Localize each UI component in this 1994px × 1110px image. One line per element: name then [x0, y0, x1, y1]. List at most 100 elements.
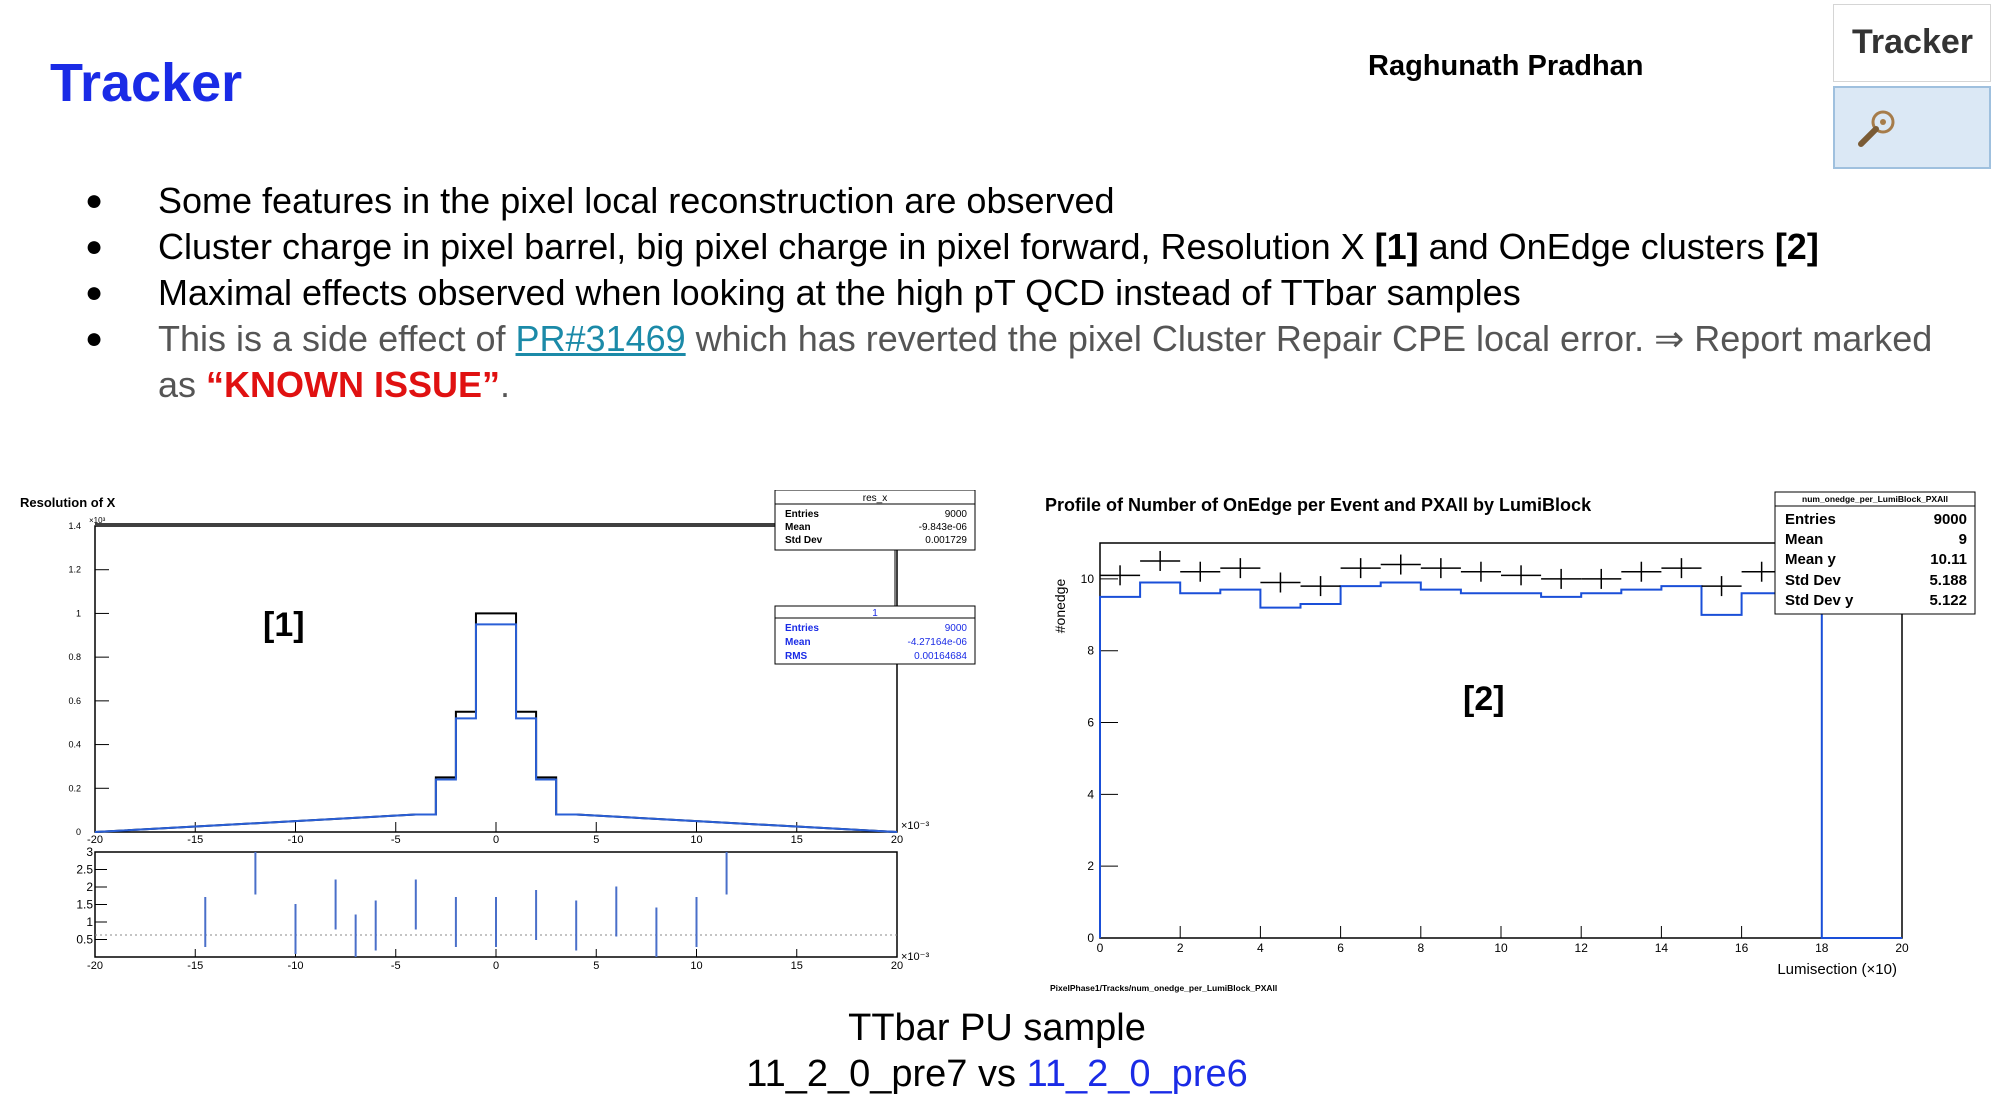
stats-header: 1: [872, 608, 878, 619]
ratio-y-tick-label: 1: [86, 915, 93, 929]
y-tick-label: 0.4: [68, 740, 81, 750]
y-tick-label: 2: [1087, 859, 1094, 873]
ref-2: [2]: [1774, 226, 1819, 267]
bullet-text: which has reverted the pixel Cluster Rep…: [158, 318, 1933, 405]
y-tick-label: 0.2: [68, 783, 81, 793]
stats-header: res_x: [863, 493, 887, 504]
chart1-frame: [94, 525, 898, 833]
chart2-x-label: Lumisection (×10): [1777, 961, 1897, 978]
x-tick-label: 6: [1337, 941, 1344, 955]
bullet-item: ● Maximal effects observed when looking a…: [85, 272, 1521, 313]
stats-value: -9.843e-06: [919, 522, 968, 533]
stats-value: 10.11: [1930, 551, 1967, 568]
chart1-ref-label: [1]: [263, 606, 305, 644]
stats-value: 9000: [945, 509, 968, 520]
ratio-x-tick-label: -10: [288, 960, 304, 972]
known-issue-label: “KNOWN ISSUE”: [206, 364, 501, 405]
stats-key: Mean: [785, 522, 811, 533]
pr-link[interactable]: PR#31469: [515, 318, 686, 359]
bullet-item: ● This is a side effect of PR#31469 which…: [85, 318, 1933, 405]
ratio-y-tick-label: 2: [86, 880, 93, 894]
y-tick-label: 1.4: [68, 521, 81, 531]
x-tick-label: 20: [891, 834, 903, 846]
caption-new-release: 11_2_0_pre6: [1026, 1053, 1248, 1095]
x-tick-label: 12: [1575, 941, 1589, 955]
x-tick-label: 8: [1417, 941, 1424, 955]
magnifier-gear-icon: [1858, 110, 1895, 147]
tracker-badge: Tracker: [1833, 4, 1991, 169]
ratio-x-tick-label: -5: [391, 960, 401, 972]
onedge-profile-chart: Profile of Number of OnEdge per Event an…: [1045, 491, 1976, 993]
bullet-text: and OnEdge clusters: [1418, 226, 1775, 267]
stats-key: Std Dev y: [1785, 592, 1854, 609]
bullet-text: Maximal effects observed when looking at…: [158, 272, 1521, 313]
stats-key: Mean: [1785, 531, 1823, 548]
x-tick-label: 14: [1655, 941, 1669, 955]
y-tick-label: 8: [1087, 644, 1094, 658]
x-tick-label: 2: [1177, 941, 1184, 955]
ratio-x-tick-label: 10: [690, 960, 702, 972]
x-tick-label: 0: [1097, 941, 1104, 955]
ratio-y-tick-label: 3: [86, 845, 93, 859]
x-tick-label: 4: [1257, 941, 1264, 955]
stats-value: 9: [1959, 531, 1967, 548]
bullet-text: .: [500, 364, 511, 405]
chart1-x-exponent: ×10⁻³: [901, 820, 929, 832]
y-tick-label: 4: [1087, 787, 1094, 801]
stats-value: 0.00164684: [914, 651, 967, 662]
ratio-x-tick-label: 20: [891, 960, 903, 972]
x-tick-label: 18: [1815, 941, 1829, 955]
x-tick-label: -10: [288, 834, 304, 846]
bullet-item: ● Cluster charge in pixel barrel, big pix…: [85, 226, 1819, 267]
stats-key: RMS: [785, 651, 808, 662]
stats-key: Std Dev: [1785, 572, 1842, 589]
resolution-x-chart: Resolution of X ×10³ 0 0.2 0.4 0.6 0.8 1 1.2 1.…: [20, 490, 976, 972]
stats-value: 5.188: [1929, 572, 1967, 589]
y-tick-label: 0: [1087, 931, 1094, 945]
caption: TTbar PU sample 11_2_0_pre7 vs 11_2_0_pr…: [0, 1005, 1994, 1097]
ratio-x-tick-label: -15: [187, 960, 203, 972]
histogram-series: [94, 623, 898, 833]
stats-key: Entries: [1785, 511, 1836, 528]
x-tick-label: -5: [391, 834, 401, 846]
x-tick-label: 5: [593, 834, 599, 846]
author-name: Raghunath Pradhan: [1368, 50, 1644, 82]
stats-value: 0.001729: [925, 535, 967, 546]
ratio-y-tick-label: 0.5: [76, 933, 93, 947]
bullet-item: ● Some features in the pixel local recons…: [85, 180, 1115, 221]
ratio-x-tick-label: -20: [87, 960, 103, 972]
caption-sample: TTbar PU sample: [848, 1007, 1146, 1049]
y-tick-label: 10: [1081, 572, 1095, 586]
caption-ref-release: 11_2_0_pre7 vs: [746, 1053, 1027, 1095]
chart2-ref-label: [2]: [1463, 680, 1505, 718]
stats-box-reference: 1 Entries 9000 Mean -4.27164e-06 RMS 0.0…: [774, 605, 976, 665]
ref-1: [1]: [1374, 226, 1419, 267]
stats-header: num_onedge_per_LumiBlock_PXAll: [1802, 494, 1948, 504]
bullet-list: ● Some features in the pixel local recons…: [85, 178, 1965, 408]
histogram-series-blue: [1099, 581, 1902, 939]
ratio-y-tick-label: 2.5: [76, 863, 93, 877]
y-tick-label: 1.2: [68, 565, 81, 575]
bullet-text: This is a side effect of: [158, 318, 516, 359]
caption-releases: 11_2_0_pre7 vs 11_2_0_pre6: [0, 1051, 1994, 1097]
chart2-y-label: #onedge: [1052, 579, 1068, 634]
stats-value: 9000: [945, 623, 968, 634]
stats-value: 9000: [1934, 511, 1967, 528]
ratio-x-exponent: ×10⁻³: [901, 951, 929, 963]
bullet-text: Cluster charge in pixel barrel, big pixe…: [158, 226, 1375, 267]
x-tick-label: 10: [1494, 941, 1508, 955]
chart2-footer: PixelPhase1/Tracks/num_onedge_per_LumiBl…: [1050, 983, 1277, 993]
y-tick-label: 1: [76, 608, 81, 618]
chart2-title: Profile of Number of OnEdge per Event an…: [1045, 495, 1592, 515]
chart1-title: Resolution of X: [20, 495, 116, 510]
badge-label: Tracker: [1852, 23, 1973, 61]
ratio-x-tick-label: 15: [791, 960, 803, 972]
x-tick-label: 16: [1735, 941, 1749, 955]
stats-key: Mean y: [1785, 551, 1837, 568]
x-tick-label: -15: [187, 834, 203, 846]
x-tick-label: 0: [493, 834, 499, 846]
ratio-y-tick-label: 1.5: [76, 898, 93, 912]
x-tick-label: 10: [690, 834, 702, 846]
x-tick-label: 20: [1895, 941, 1909, 955]
x-tick-label: 15: [791, 834, 803, 846]
